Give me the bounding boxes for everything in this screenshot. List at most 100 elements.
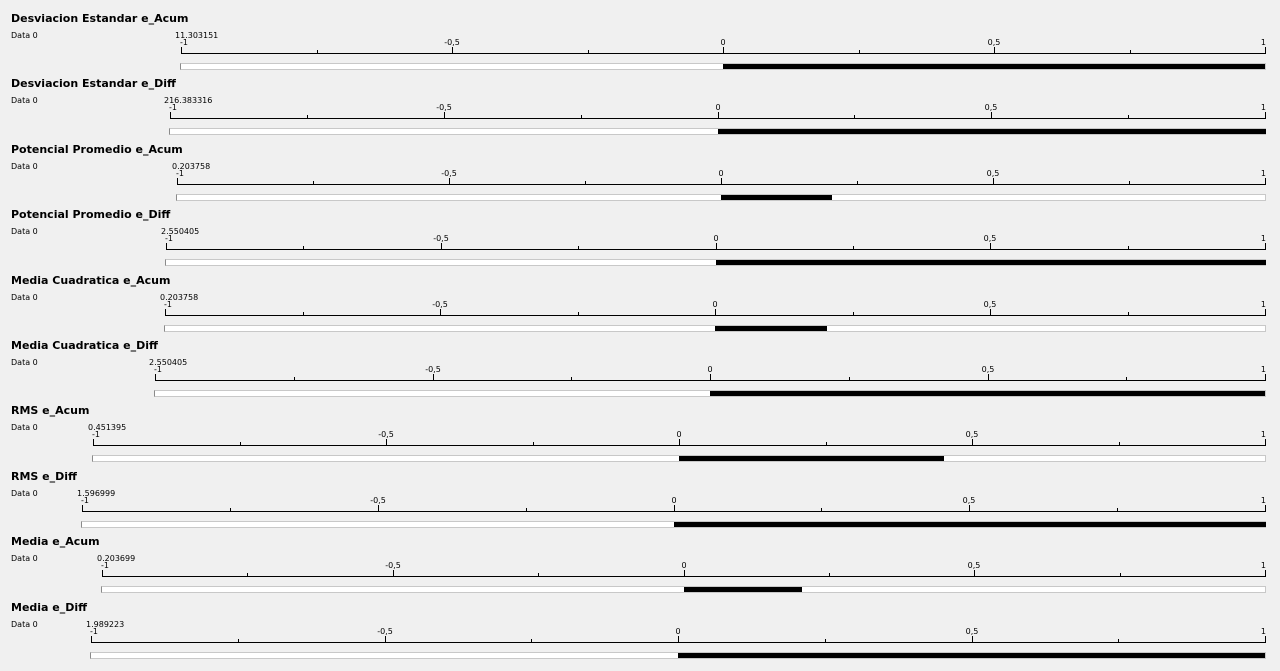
tick-label: -1 <box>169 103 177 112</box>
tick-label: 0,5 <box>983 234 997 243</box>
major-tick <box>444 112 445 119</box>
scale-axis: -1 -0,5 0 0,5 1 <box>180 38 1266 54</box>
value-bar <box>176 194 1266 201</box>
major-tick <box>716 243 717 250</box>
value-bar-fill <box>715 326 827 331</box>
panel-title: Media e_Acum <box>11 535 100 548</box>
tick-label: -0,5 <box>378 430 394 439</box>
major-tick <box>972 439 973 446</box>
gauge-panel: Potencial Promedio e_Diff Data 0 2.550405-… <box>0 197 1280 266</box>
series-label: Data 0 <box>11 489 38 498</box>
major-tick <box>102 570 103 577</box>
gauge-panel: Desviacion Estandar e_Acum Data 0 11.30315… <box>0 1 1280 70</box>
tick-label: 1 <box>1260 627 1266 636</box>
value-bar <box>101 586 1266 593</box>
gauge-panel: RMS e_Acum Data 0 0.451395 -1 -0,5 0 0,5 1 <box>0 393 1280 462</box>
major-tick <box>994 47 995 54</box>
major-tick <box>972 636 973 643</box>
gauge-panel: Desviacion Estandar e_Diff Data 0 216.3833… <box>0 66 1280 135</box>
scale-axis: -1 -0,5 0 0,5 1 <box>165 234 1266 250</box>
value-bar-fill <box>723 64 1265 69</box>
minor-tick <box>303 312 304 316</box>
minor-tick <box>578 312 579 316</box>
gauge-panel: Media Cuadratica e_Diff Data 0 2.550405 -1-… <box>0 328 1280 397</box>
tick-label: 0,5 <box>981 365 995 374</box>
series-label: Data 0 <box>11 96 38 105</box>
major-tick <box>991 112 992 119</box>
major-tick <box>684 570 685 577</box>
minor-tick <box>578 246 579 250</box>
tick-label: -0,5 <box>436 103 452 112</box>
tick-label: 0,5 <box>965 430 979 439</box>
value-bar <box>154 390 1266 397</box>
minor-tick <box>1129 181 1130 185</box>
major-tick <box>165 309 166 316</box>
tick-label: -0,5 <box>441 169 457 178</box>
minor-tick <box>581 115 582 119</box>
series-label: Data 0 <box>11 162 38 171</box>
major-tick <box>679 439 680 446</box>
value-bar-fill <box>684 587 802 592</box>
tick-label: 0 <box>707 365 713 374</box>
minor-tick <box>1117 508 1118 512</box>
panel-title: Media Cuadratica e_Acum <box>11 274 171 287</box>
value-readout: 1.989223 <box>86 620 125 629</box>
value-bar <box>169 128 1266 135</box>
major-tick <box>452 47 453 54</box>
major-tick <box>440 309 441 316</box>
major-tick <box>82 505 83 512</box>
tick-label: 0 <box>681 561 687 570</box>
major-tick <box>1265 112 1266 119</box>
scale-axis: -1 -0,5 0 0,5 1 <box>90 627 1266 643</box>
major-tick <box>674 505 675 512</box>
panel-title: Media Cuadratica e_Diff <box>11 339 158 352</box>
major-tick <box>1265 505 1266 512</box>
tick-label: 1 <box>1260 496 1266 505</box>
minor-tick <box>585 181 586 185</box>
major-tick <box>1265 570 1266 577</box>
minor-tick <box>588 50 589 54</box>
scale-axis: -1 -0,5 0 0,5 1 <box>92 430 1266 446</box>
series-label: Data 0 <box>11 554 38 563</box>
scale-axis: -1 -0,5 0 0,5 1 <box>169 103 1266 119</box>
value-readout: 11.303151 <box>175 31 219 40</box>
major-tick <box>393 570 394 577</box>
panel-title: Media e_Diff <box>11 601 88 614</box>
major-tick <box>177 178 178 185</box>
tick-label: 0,5 <box>987 38 1001 47</box>
value-bar <box>92 455 1266 462</box>
minor-tick <box>854 115 855 119</box>
tick-label: -1 <box>176 169 184 178</box>
minor-tick <box>531 639 532 643</box>
minor-tick <box>240 442 241 446</box>
major-tick <box>988 374 989 381</box>
major-tick <box>990 243 991 250</box>
minor-tick <box>829 573 830 577</box>
value-bar-fill <box>678 653 1265 658</box>
scale-axis: -1 -0,5 0 0,5 1 <box>176 169 1266 185</box>
scale-axis: -1 -0,5 0 0,5 1 <box>164 300 1266 316</box>
panel-title: Potencial Promedio e_Acum <box>11 143 183 156</box>
minor-tick <box>303 246 304 250</box>
tick-label: 1 <box>1260 561 1266 570</box>
series-label: Data 0 <box>11 227 38 236</box>
major-tick <box>1265 439 1266 446</box>
panel-title: Desviacion Estandar e_Acum <box>11 12 189 25</box>
value-bar <box>165 259 1266 266</box>
minor-tick <box>247 573 248 577</box>
minor-tick <box>526 508 527 512</box>
minor-tick <box>1126 377 1127 381</box>
tick-label: 0,5 <box>984 103 998 112</box>
major-tick <box>715 309 716 316</box>
tick-label: 0 <box>713 234 719 243</box>
tick-label: 1 <box>1260 103 1266 112</box>
major-tick <box>974 570 975 577</box>
minor-tick <box>317 50 318 54</box>
minor-tick <box>825 639 826 643</box>
panel-title: Potencial Promedio e_Diff <box>11 208 171 221</box>
major-tick <box>990 309 991 316</box>
panel-title: RMS e_Acum <box>11 404 90 417</box>
tick-label: 0 <box>671 496 677 505</box>
minor-tick <box>571 377 572 381</box>
